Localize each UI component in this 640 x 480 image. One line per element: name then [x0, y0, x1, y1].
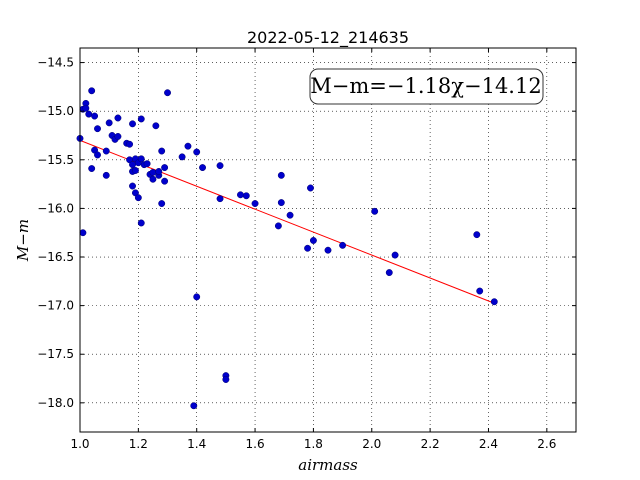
data-point — [193, 293, 201, 301]
data-point — [490, 298, 498, 306]
data-point — [129, 120, 136, 128]
data-point — [82, 104, 90, 112]
data-point — [158, 200, 166, 207]
data-point — [371, 207, 379, 215]
data-point — [251, 200, 259, 207]
data-point — [184, 142, 192, 150]
data-point — [199, 164, 206, 172]
data-point — [286, 211, 294, 219]
data-point — [274, 222, 282, 230]
y-tick-label: −18.0 — [37, 396, 74, 410]
x-tick-label: 1.4 — [187, 437, 206, 451]
x-axis-label: airmass — [298, 456, 358, 474]
data-point — [88, 87, 96, 95]
x-tick-label: 2.4 — [479, 437, 498, 451]
x-tick-label: 1.6 — [246, 437, 265, 451]
data-point — [307, 184, 314, 192]
data-point — [476, 287, 484, 295]
data-point — [242, 192, 250, 200]
data-point — [385, 269, 393, 277]
data-point — [137, 155, 145, 163]
data-point — [114, 114, 122, 122]
x-tick-label: 2.2 — [421, 437, 440, 451]
x-tick-label: 1.0 — [70, 437, 89, 451]
data-point — [161, 177, 169, 185]
data-point — [277, 171, 285, 179]
data-point — [237, 191, 244, 199]
data-point — [277, 199, 285, 207]
points-layer — [76, 87, 498, 410]
data-point — [137, 115, 145, 123]
data-point — [339, 241, 347, 249]
annotation-box: M−m=−1.18χ−14.12 — [309, 68, 544, 105]
chart-title: 2022-05-12_214635 — [247, 28, 409, 48]
data-point — [178, 153, 186, 161]
data-point — [88, 165, 96, 172]
y-tick-label: −16.5 — [37, 250, 74, 264]
data-point — [309, 237, 317, 244]
data-point — [152, 122, 160, 130]
data-point — [85, 110, 93, 118]
data-point — [161, 164, 169, 172]
x-tick-label: 1.2 — [129, 437, 148, 451]
data-point — [143, 160, 151, 168]
data-point — [155, 168, 163, 175]
data-point — [105, 119, 113, 127]
y-tick-label: −15.0 — [37, 104, 74, 118]
data-point — [137, 219, 145, 227]
data-point — [94, 151, 101, 159]
data-point — [158, 147, 166, 155]
x-tick-label: 2.6 — [537, 437, 556, 451]
data-point — [126, 140, 134, 148]
data-point — [193, 148, 201, 156]
data-point — [149, 168, 157, 176]
data-point — [164, 89, 171, 97]
data-point — [131, 167, 139, 174]
data-point — [102, 171, 110, 179]
data-point — [216, 195, 224, 203]
data-point — [304, 244, 312, 252]
data-point — [391, 251, 399, 259]
data-point — [91, 112, 99, 120]
data-point — [216, 162, 224, 170]
data-point — [190, 402, 198, 410]
data-point — [102, 147, 110, 155]
data-point — [473, 231, 481, 239]
y-tick-label: −16.0 — [37, 201, 74, 215]
x-tick-label: 1.8 — [304, 437, 323, 451]
y-tick-label: −17.5 — [37, 347, 74, 361]
plot-frame — [79, 47, 577, 433]
fit-line-layer — [79, 139, 495, 304]
data-point — [94, 125, 101, 133]
y-axis-label: M−m — [14, 219, 32, 262]
y-tick-label: −17.0 — [37, 299, 74, 313]
x-tick-label: 2.0 — [362, 437, 381, 451]
data-point — [79, 229, 87, 237]
ticks-layer: 1.0 1.2 1.4 1.6 1.8 2.0 2.2 2.4 2.6 −14.5 −15.0 −15… — [37, 48, 576, 451]
y-tick-label: −15.5 — [37, 153, 74, 167]
data-point — [129, 161, 136, 169]
fit-line — [79, 139, 495, 304]
data-point — [134, 194, 142, 202]
data-point — [324, 246, 332, 254]
grid — [79, 48, 576, 432]
data-point — [149, 175, 157, 183]
y-tick-label: −14.5 — [37, 56, 74, 70]
data-point — [114, 133, 122, 140]
fit-equation: M−m=−1.18χ−14.12 — [310, 74, 541, 98]
data-point — [129, 182, 136, 190]
data-point — [222, 376, 230, 383]
